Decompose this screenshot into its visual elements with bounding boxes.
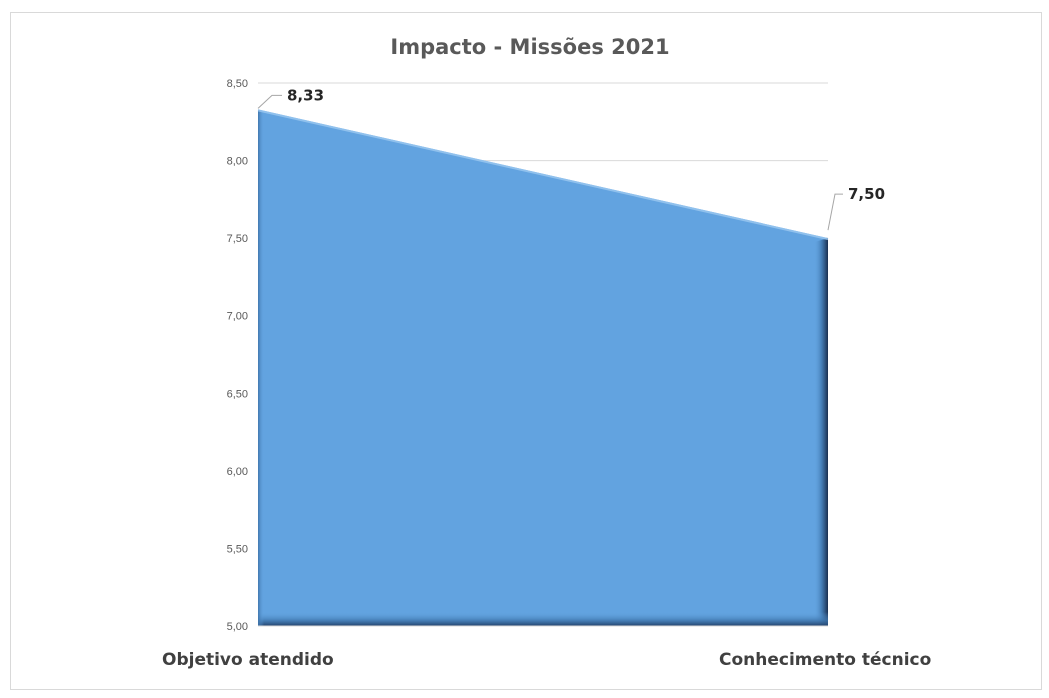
data-label: 7,50 [848, 185, 885, 203]
y-tick-label: 8,00 [227, 156, 248, 168]
area-edge-right [814, 238, 828, 626]
chart-area: Impacto - Missões 2021 5,00 5,50 6,00 6,50 7… [10, 12, 1042, 690]
area-chart: Impacto - Missões 2021 5,00 5,50 6,00 6,50 7… [162, 35, 931, 670]
y-tick-label: 5,00 [227, 621, 248, 633]
area-edge-left [258, 109, 264, 627]
area-edge-top [257, 109, 829, 241]
y-tick-label: 6,00 [227, 466, 248, 478]
x-tick-label: Objetivo atendido [162, 650, 334, 670]
y-axis: 5,00 5,50 6,00 6,50 7,00 7,50 8,00 8,50 [227, 78, 248, 633]
chart-title: Impacto - Missões 2021 [390, 35, 669, 59]
area-edge-bottom [258, 612, 828, 626]
x-tick-label: Conhecimento técnico [719, 650, 931, 670]
leader-line [257, 94, 282, 109]
y-tick-label: 5,50 [227, 543, 248, 555]
y-tick-label: 7,50 [227, 233, 248, 245]
data-labels: 8,33 7,50 [257, 86, 885, 231]
y-tick-label: 7,00 [227, 311, 248, 323]
data-label: 8,33 [287, 86, 324, 104]
y-tick-label: 6,50 [227, 388, 248, 400]
plot-area [257, 109, 829, 627]
y-tick-label: 8,50 [227, 78, 248, 90]
area-series [258, 109, 828, 626]
leader-line [827, 193, 843, 231]
x-axis: Objetivo atendido Conhecimento técnico [162, 650, 931, 670]
